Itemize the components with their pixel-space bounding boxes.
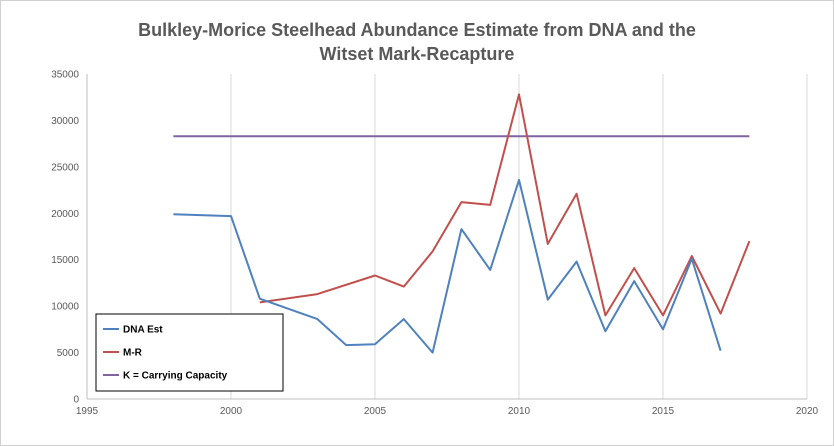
chart-title-line-1: Bulkley-Morice Steelhead Abundance Estim…	[138, 20, 696, 40]
legend-label: K = Carrying Capacity	[123, 371, 228, 382]
y-tick-label: 35000	[51, 70, 79, 81]
y-tick-label: 15000	[51, 255, 79, 266]
x-tick-label: 2005	[364, 406, 387, 417]
chart-title-line-2: Witset Mark-Recapture	[319, 44, 515, 64]
x-tick-label: 1995	[76, 406, 99, 417]
y-tick-label: 30000	[51, 116, 79, 127]
y-tick-label: 5000	[57, 348, 80, 359]
y-tick-label: 20000	[51, 209, 79, 220]
legend-box	[95, 313, 284, 392]
legend-label: M-R	[123, 348, 143, 359]
y-tick-label: 10000	[51, 302, 79, 313]
series-line-m-r	[259, 93, 751, 317]
series-line-dna-est	[173, 178, 722, 354]
x-tick-label: 2010	[508, 406, 531, 417]
chart-title: Bulkley-Morice Steelhead Abundance Estim…	[0, 18, 834, 66]
y-tick-label: 0	[73, 395, 79, 406]
y-tick-label: 25000	[51, 162, 79, 173]
legend-label: DNA Est	[123, 325, 163, 336]
x-tick-label: 2020	[796, 406, 819, 417]
x-tick-label: 2000	[220, 406, 243, 417]
x-tick-label: 2015	[652, 406, 675, 417]
